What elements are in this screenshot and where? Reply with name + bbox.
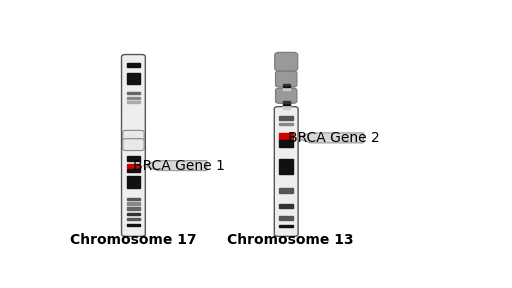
Text: Chromosome 17: Chromosome 17 — [70, 234, 197, 247]
Bar — [126, 198, 140, 200]
Bar — [126, 169, 140, 172]
Bar — [126, 63, 140, 67]
Bar — [280, 133, 293, 140]
FancyBboxPatch shape — [123, 139, 144, 151]
Bar — [283, 84, 290, 85]
Bar — [126, 101, 140, 103]
FancyBboxPatch shape — [274, 107, 298, 236]
Bar — [280, 116, 293, 120]
Bar — [126, 73, 140, 84]
Bar — [283, 86, 290, 87]
Polygon shape — [143, 161, 207, 170]
Bar — [283, 101, 290, 103]
Bar — [283, 85, 290, 90]
Bar — [126, 97, 140, 99]
Bar — [283, 103, 290, 105]
Bar — [280, 204, 293, 208]
Bar — [280, 159, 293, 174]
Bar — [280, 123, 293, 126]
Text: Chromosome 13: Chromosome 13 — [227, 234, 353, 247]
Bar — [126, 213, 140, 215]
Text: BRCA Gene 2: BRCA Gene 2 — [288, 131, 380, 145]
Bar — [126, 207, 140, 210]
Bar — [280, 225, 293, 228]
FancyBboxPatch shape — [275, 52, 297, 71]
Bar — [126, 202, 140, 205]
Bar — [280, 140, 293, 147]
FancyBboxPatch shape — [123, 130, 144, 142]
Bar — [126, 224, 140, 226]
Bar — [126, 177, 140, 187]
Bar — [126, 92, 140, 94]
Polygon shape — [296, 133, 364, 143]
Bar — [280, 188, 293, 193]
FancyBboxPatch shape — [275, 88, 297, 103]
Bar — [283, 101, 290, 109]
Text: BRCA Gene 1: BRCA Gene 1 — [133, 159, 225, 173]
FancyBboxPatch shape — [275, 71, 297, 87]
FancyBboxPatch shape — [121, 54, 145, 236]
Bar — [126, 218, 140, 220]
Bar — [280, 216, 293, 220]
Bar — [126, 164, 140, 168]
Bar — [126, 156, 140, 161]
